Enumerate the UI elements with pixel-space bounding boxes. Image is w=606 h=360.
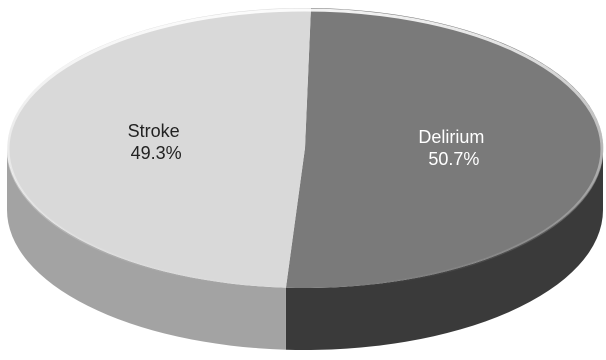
slice-name-stroke: Stroke [128,121,180,141]
pie-side-delirium [285,148,603,350]
slice-value-stroke: 49.3% [131,143,182,163]
pie-labels: Delirium 50.7% Stroke 49.3% [128,121,489,169]
pie-rim-highlight [6,8,604,290]
slice-name-delirium: Delirium [418,127,484,147]
slice-label-stroke: Stroke 49.3% [128,121,185,163]
slice-value-delirium: 50.7% [428,149,479,169]
pie-top-faces [6,8,604,290]
slice-label-delirium: Delirium 50.7% [418,127,489,169]
pie-slice-stroke [7,8,311,288]
pie-side-stroke [7,148,286,350]
pie-sides [7,148,603,350]
pie-slice-delirium [285,8,604,289]
